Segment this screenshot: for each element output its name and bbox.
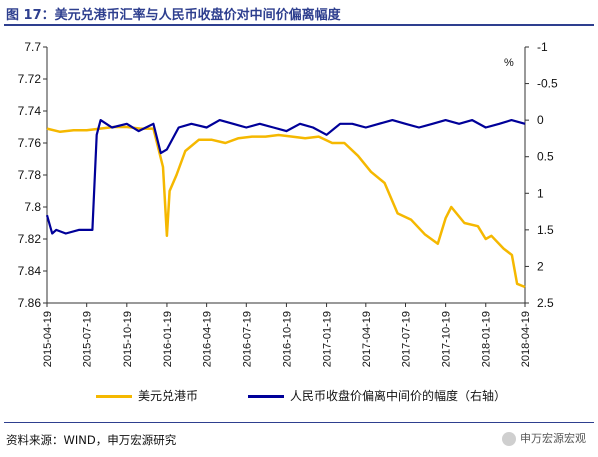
x-tick-label: 2018-04-19 (520, 311, 532, 367)
wechat-icon (502, 432, 516, 446)
left-tick-label: 7.8 (24, 200, 41, 214)
left-tick-label: 7.74 (18, 104, 42, 118)
x-tick-label: 2015-10-19 (122, 311, 134, 367)
right-tick-label: 1.5 (537, 223, 554, 237)
x-tick-label: 2015-04-19 (42, 311, 54, 367)
x-tick-label: 2016-07-19 (241, 311, 253, 367)
watermark-text: 申万宏源宏观 (520, 432, 586, 445)
right-tick-label: 0.5 (537, 150, 554, 164)
left-tick-label: 7.84 (18, 264, 42, 278)
legend-item-hkd: 美元兑港币 (96, 387, 198, 404)
source-rule (4, 422, 594, 423)
left-tick-label: 7.86 (18, 296, 42, 310)
legend-label-cny: 人民币收盘价偏离中间价的幅度（右轴） (290, 389, 507, 403)
left-tick-label: 7.72 (18, 72, 42, 86)
left-tick-label: 7.7 (24, 40, 41, 54)
legend-swatch-hkd (96, 395, 132, 398)
x-tick-label: 2017-04-19 (361, 311, 373, 367)
chart-axes (43, 46, 529, 307)
right-tick-label: 2.5 (537, 296, 554, 310)
right-tick-label: 1 (537, 186, 544, 200)
left-tick-label: 7.78 (18, 168, 42, 182)
figure-title: 图 17：美元兑港币汇率与人民币收盘价对中间价偏离幅度 (6, 8, 341, 23)
left-tick-label: 7.82 (18, 232, 42, 246)
series-line-cny (45, 118, 526, 235)
right-axis-unit: % (504, 57, 514, 69)
chart-lines (45, 118, 526, 289)
legend-label-hkd: 美元兑港币 (138, 389, 199, 403)
x-tick-label: 2017-07-19 (401, 311, 413, 367)
right-tick-label: 0 (537, 113, 544, 127)
x-tick-label: 2016-10-19 (281, 311, 293, 367)
x-tick-label: 2018-01-19 (481, 311, 493, 367)
right-tick-label: 2 (537, 259, 544, 273)
x-tick-label: 2016-01-19 (162, 311, 174, 367)
legend-swatch-cny (248, 395, 284, 398)
x-tick-label: 2015-07-19 (82, 311, 94, 367)
x-tick-label: 2017-10-19 (441, 311, 453, 367)
wechat-watermark: 申万宏源宏观 (502, 430, 586, 446)
legend-item-cny: 人民币收盘价偏离中间价的幅度（右轴） (248, 387, 506, 404)
left-tick-label: 7.76 (18, 136, 42, 150)
right-tick-label: -1 (537, 40, 548, 54)
right-tick-label: -0.5 (537, 77, 558, 91)
x-tick-label: 2017-01-19 (322, 311, 334, 367)
title-rule (4, 24, 594, 26)
chart-tick-labels: 7.7 7.72 7.74 7.76 7.78 7.8 7.82 7.84 7.86 -1 -0.5… (18, 40, 558, 367)
series-line-hkd (46, 125, 526, 289)
source-note: 资料来源：WIND，申万宏源研究 (6, 433, 177, 447)
x-tick-label: 2016-04-19 (202, 311, 214, 367)
